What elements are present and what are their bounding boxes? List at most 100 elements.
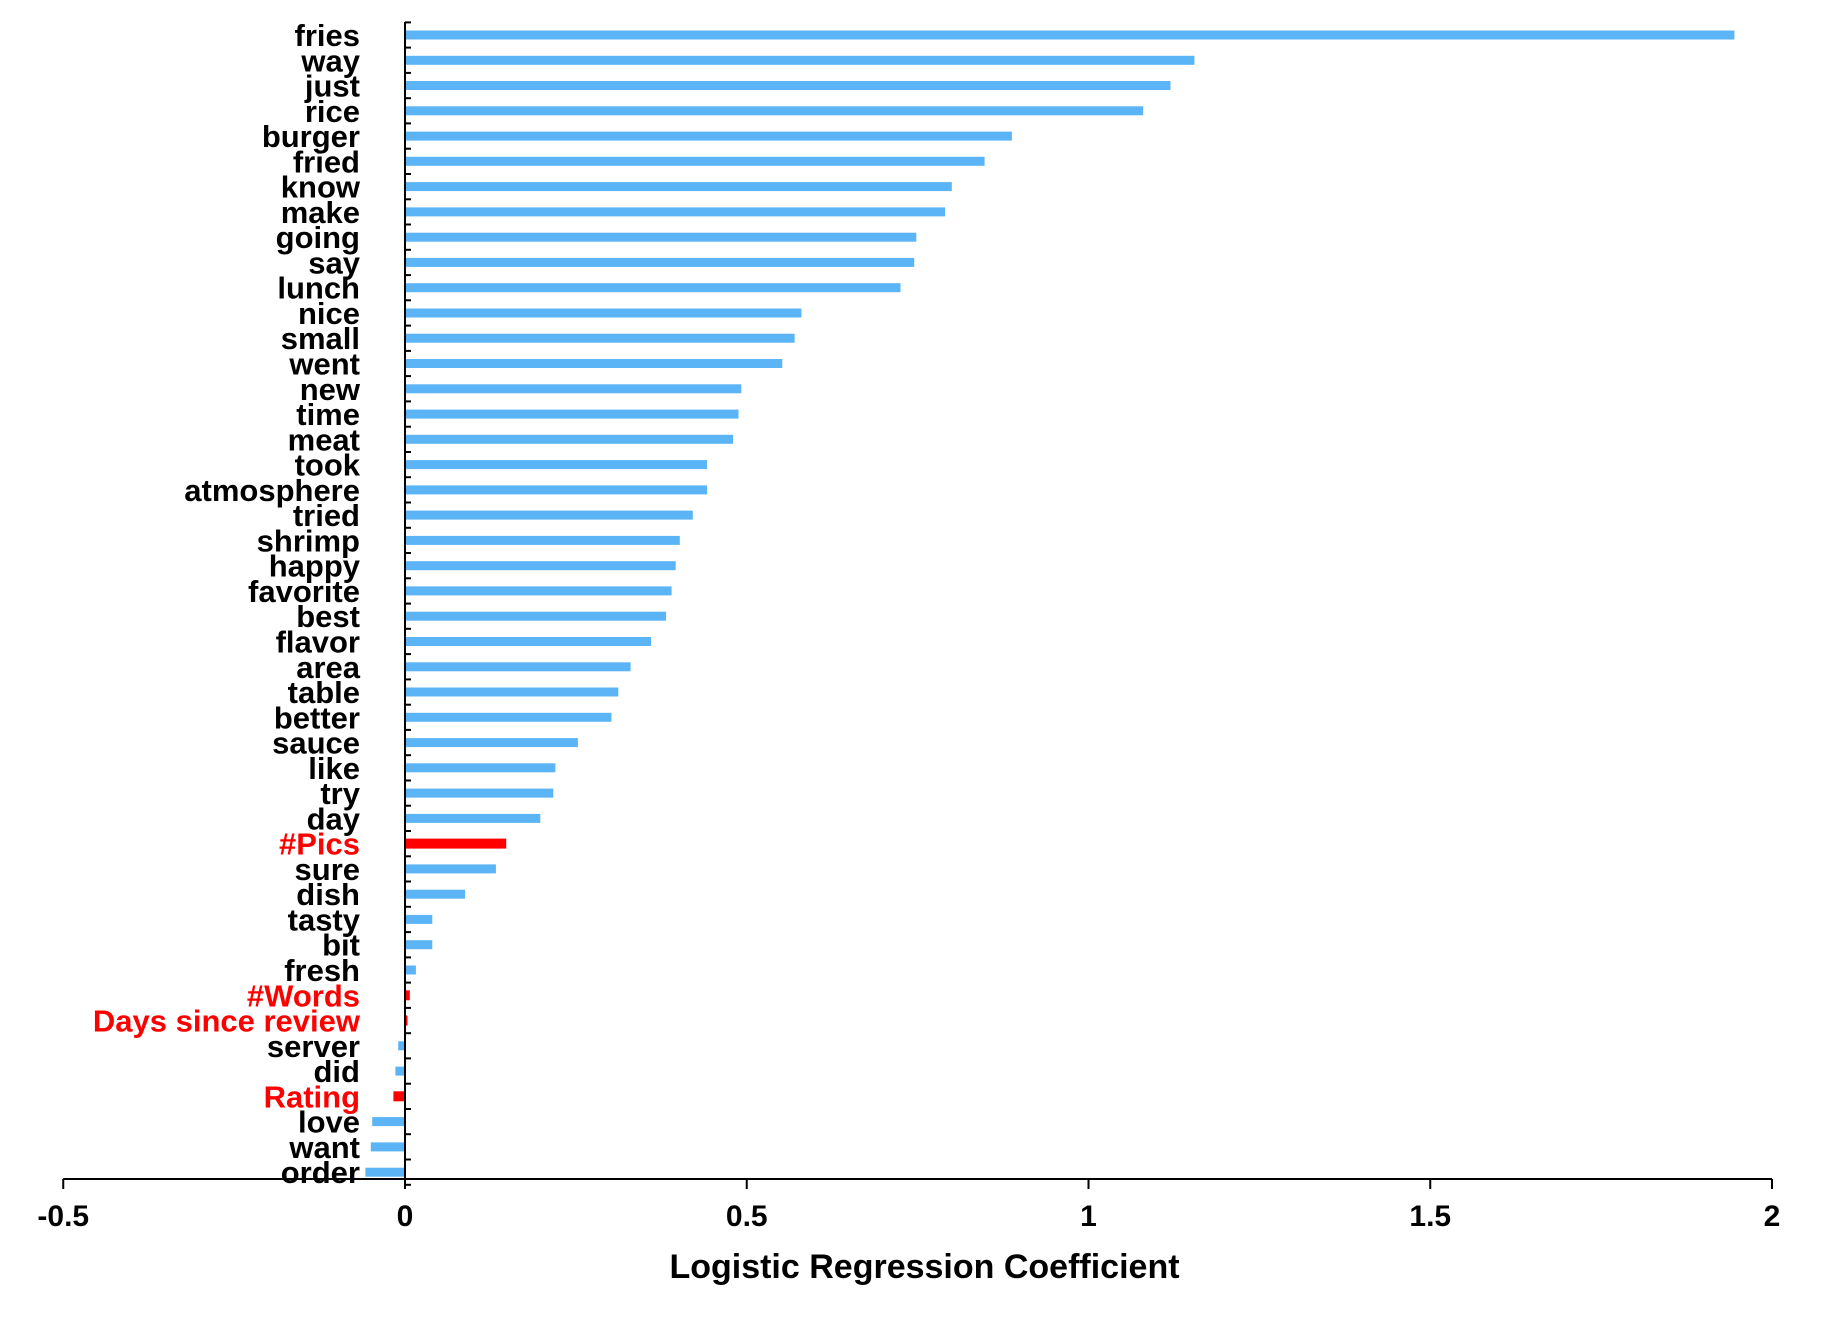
category-label-time: time	[296, 397, 360, 432]
bar-burger	[405, 131, 1012, 141]
category-label-atmosphere: atmosphere	[184, 473, 360, 508]
bar-time	[405, 409, 739, 419]
category-labels: frieswayjustriceburgerfriedknowmakegoing…	[93, 18, 361, 1190]
category-label-went: went	[288, 347, 360, 382]
bar-like	[405, 763, 556, 773]
bar-fresh	[405, 965, 416, 975]
category-label-love: love	[298, 1105, 360, 1140]
bar-words	[405, 990, 410, 1001]
bar-rating	[393, 1091, 405, 1102]
category-label-sauce: sauce	[272, 726, 360, 761]
category-label-sure: sure	[295, 852, 360, 887]
bar-new	[405, 384, 742, 394]
bar-favorite	[405, 586, 672, 596]
category-label-small: small	[281, 321, 360, 356]
bar-day	[405, 813, 541, 823]
category-label-say: say	[308, 245, 360, 280]
bar-bit	[405, 940, 433, 950]
category-label-tried: tried	[293, 498, 360, 533]
category-label-dish: dish	[296, 877, 360, 912]
x-tick-label: 1	[1080, 1200, 1097, 1233]
bar-fries	[405, 30, 1735, 40]
category-label-fresh: fresh	[284, 953, 360, 988]
category-label-took: took	[295, 448, 361, 483]
bar-nice	[405, 308, 802, 318]
bar-meat	[405, 434, 734, 444]
bar-sure	[405, 864, 496, 874]
bar-small	[405, 333, 795, 343]
bar-lunch	[405, 283, 901, 293]
category-label-happy: happy	[269, 549, 361, 584]
category-label-bit: bit	[322, 928, 360, 963]
bar-atmosphere	[405, 485, 708, 495]
category-label-nice: nice	[298, 296, 360, 331]
x-tick-label: 0.5	[726, 1200, 768, 1233]
category-label-going: going	[276, 220, 360, 255]
bar-say	[405, 257, 915, 267]
bar-dish	[405, 889, 466, 899]
bar-went	[405, 359, 783, 368]
category-label-new: new	[300, 372, 361, 407]
bar-way	[405, 55, 1195, 65]
category-label-server: server	[267, 1029, 360, 1064]
category-label-lunch: lunch	[277, 271, 360, 306]
category-label-favorite: favorite	[248, 574, 360, 609]
category-label-fried: fried	[293, 144, 360, 179]
category-label-best: best	[296, 599, 360, 634]
bar-took	[405, 460, 708, 470]
category-label-rating: Rating	[264, 1079, 360, 1114]
category-label-order: order	[281, 1155, 360, 1190]
category-label-rice: rice	[305, 94, 360, 129]
bar-better	[405, 712, 612, 722]
category-label-want: want	[288, 1130, 360, 1165]
bar-best	[405, 611, 667, 621]
bar-did	[395, 1066, 405, 1076]
bars-group	[365, 30, 1735, 1177]
category-label-make: make	[281, 195, 360, 230]
bar-pics	[405, 838, 507, 849]
bar-want	[370, 1142, 405, 1152]
x-tick-label: 1.5	[1409, 1200, 1451, 1233]
bar-sauce	[405, 738, 578, 748]
bar-know	[405, 182, 952, 192]
category-label-way: way	[300, 43, 360, 78]
category-label-area: area	[296, 650, 361, 685]
category-label-did: did	[314, 1054, 361, 1089]
bar-rice	[405, 106, 1144, 116]
category-label-like: like	[308, 751, 360, 786]
category-label-better: better	[274, 700, 360, 735]
category-label-meat: meat	[288, 422, 360, 457]
category-label-words: #Words	[247, 978, 360, 1013]
bar-tasty	[405, 914, 433, 924]
bar-flavor	[405, 637, 652, 646]
y-axis-ticks	[405, 21, 411, 1186]
bar-order	[365, 1167, 405, 1177]
bar-try	[405, 788, 554, 798]
bar-server	[398, 1041, 405, 1051]
x-axis-title: Logistic Regression Coefficient	[669, 1248, 1179, 1286]
bar-love	[372, 1117, 405, 1127]
category-label-table: table	[288, 675, 360, 710]
bar-fried	[405, 156, 985, 166]
bar-tried	[405, 510, 693, 520]
category-label-days-since-review: Days since review	[93, 1004, 361, 1039]
x-tick-label: 2	[1764, 1200, 1781, 1233]
category-label-pics: #Pics	[279, 827, 360, 862]
category-label-know: know	[281, 170, 361, 205]
category-label-day: day	[307, 801, 361, 836]
category-label-try: try	[320, 776, 360, 811]
bar-table	[405, 687, 619, 697]
bar-make	[405, 207, 945, 217]
bar-going	[405, 232, 917, 242]
bar-days-since-review	[405, 1015, 408, 1026]
category-label-burger: burger	[262, 119, 360, 154]
bar-happy	[405, 561, 676, 571]
bar-just	[405, 81, 1171, 90]
category-label-shrimp: shrimp	[257, 523, 360, 558]
bar-area	[405, 662, 631, 672]
x-tick-label: 0	[397, 1200, 414, 1233]
category-label-flavor: flavor	[276, 625, 360, 660]
x-tick-label: -0.5	[37, 1200, 89, 1233]
bar-shrimp	[405, 535, 680, 545]
